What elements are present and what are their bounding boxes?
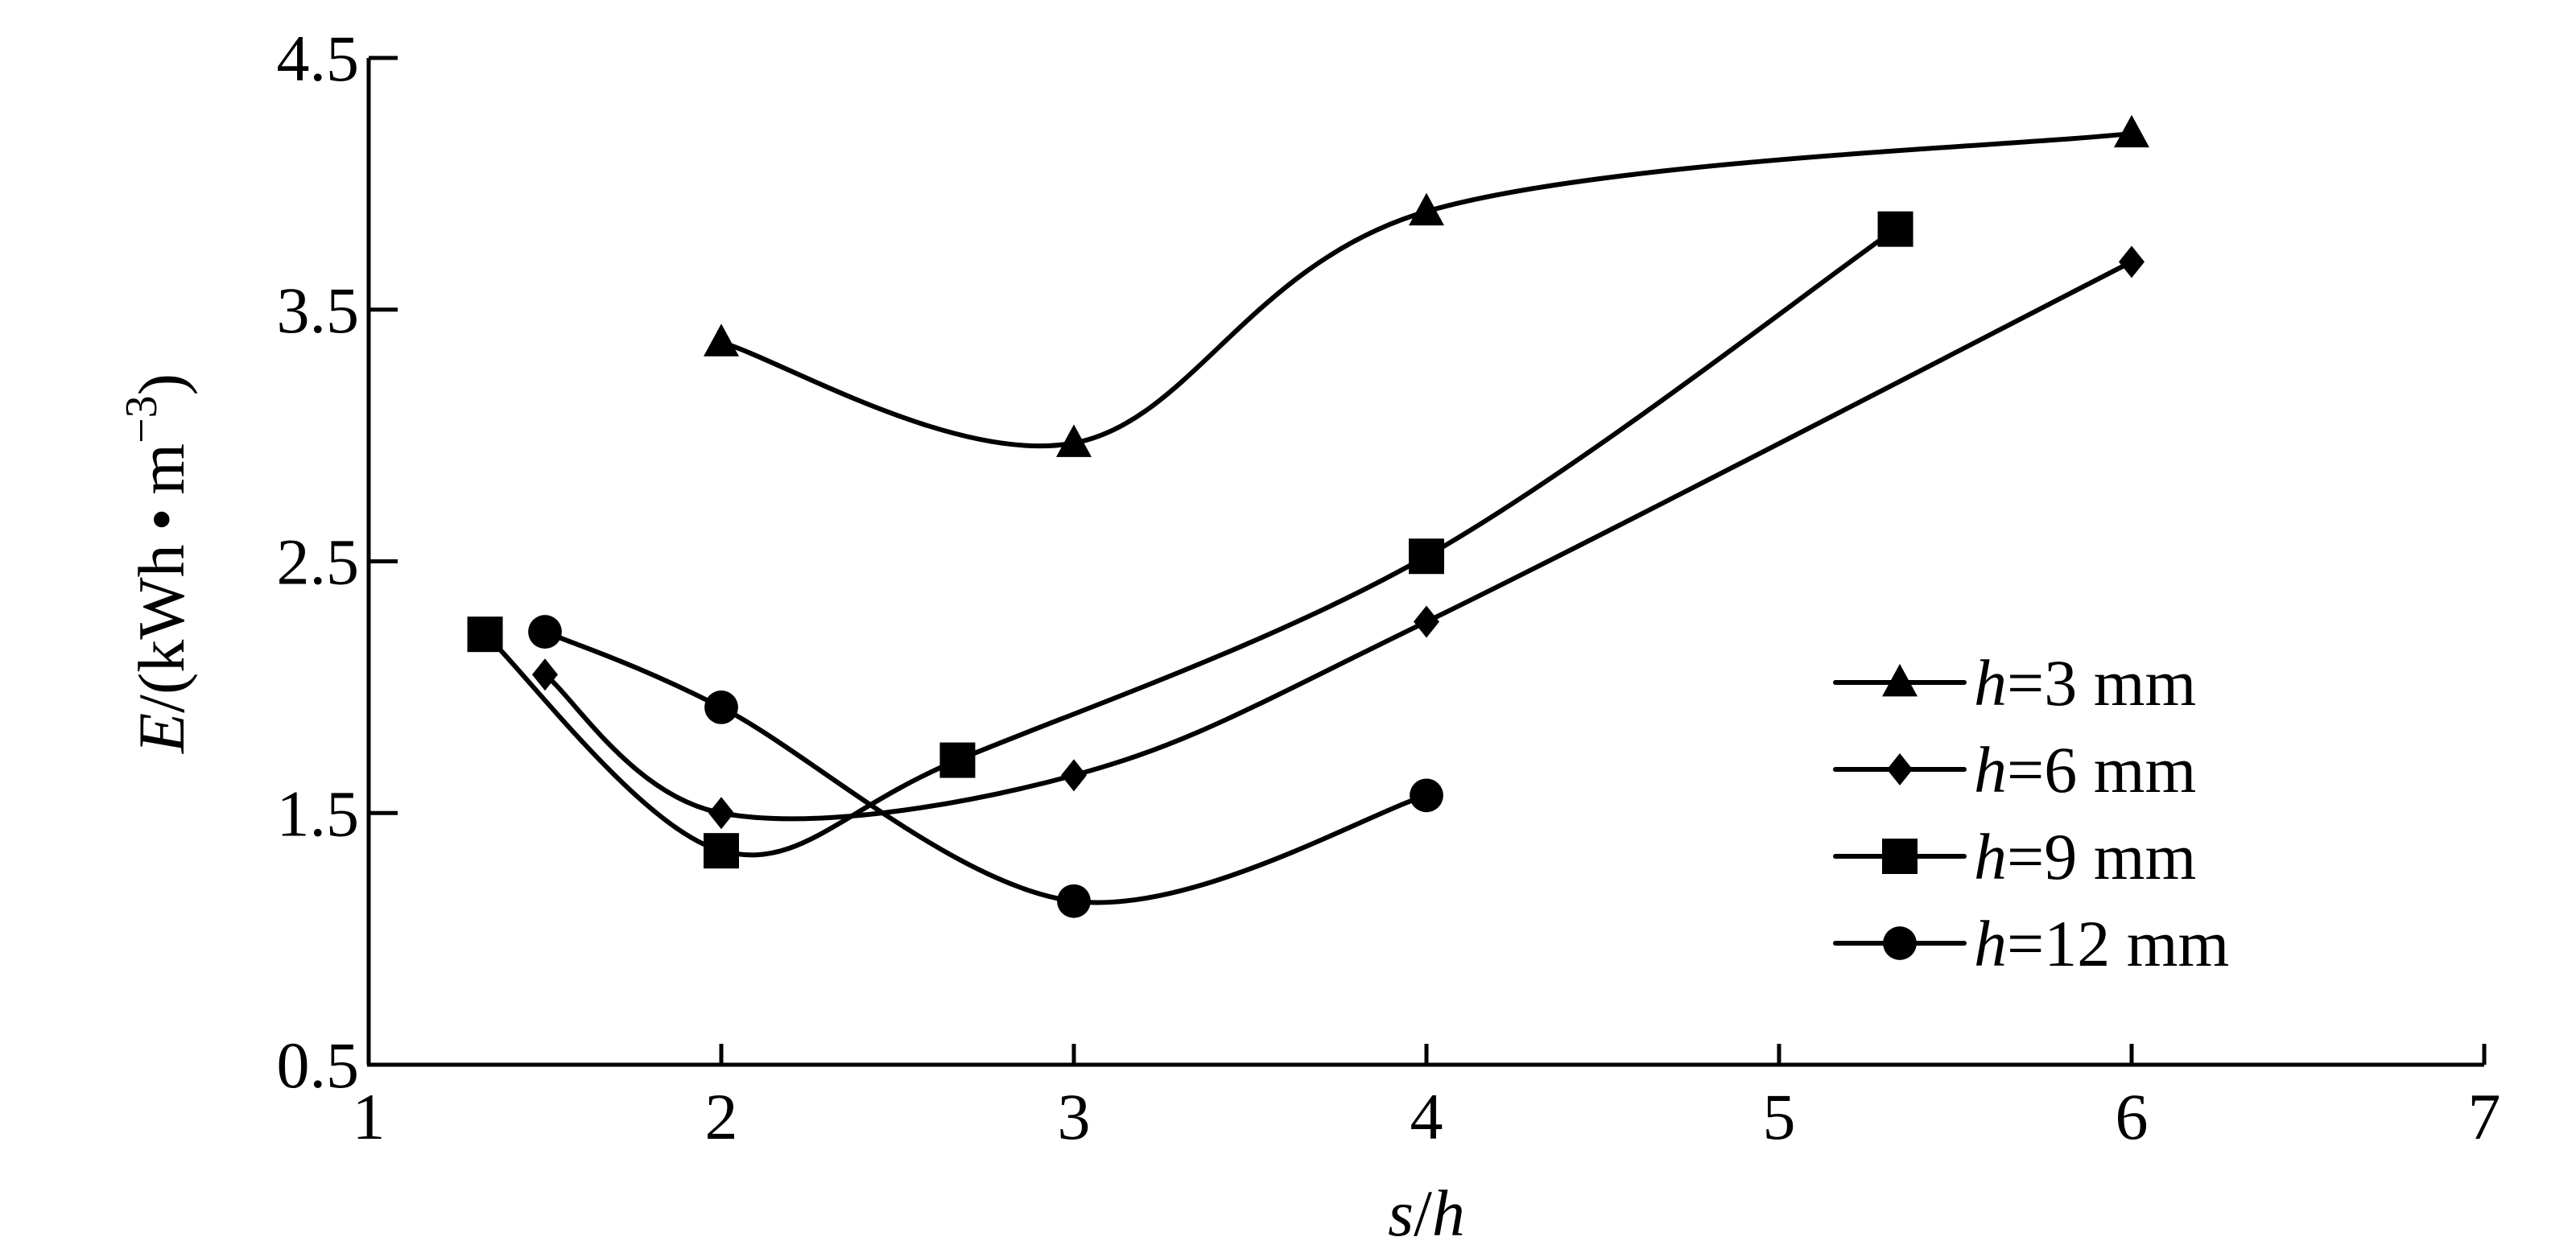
legend-marker-1 [1882,663,1918,697]
data-point-1 [1056,424,1092,457]
y-axis-title: E/(kWh • m−3) [117,373,198,754]
legend-marker-3 [1882,839,1918,874]
x-tick-label: 2 [705,1080,738,1153]
legend: h=3 mm h=6 mm h=9 mm h=12 mm [1833,646,2229,980]
data-point-1 [2114,114,2149,148]
y-tick-label: 0.5 [277,1029,360,1102]
x-tick-label: 1 [353,1080,386,1153]
data-point-1 [704,324,739,357]
data-point-4 [1410,778,1443,813]
y-tick-label: 2.5 [277,526,360,599]
series-line-2 [543,259,2134,822]
data-point-3 [704,833,739,869]
x-tick-label: 7 [2468,1080,2501,1153]
data-point-4 [1057,884,1091,918]
data-point-2 [708,797,734,830]
x-tick-label: 3 [1058,1080,1091,1153]
data-point-2 [1061,759,1087,792]
series-line-4 [543,629,1429,905]
data-point-2 [1414,605,1439,638]
data-point-1 [1409,192,1444,226]
y-tick-label: 1.5 [277,777,360,850]
x-axis-title: s/h [1388,1177,1465,1245]
legend-marker-4 [1883,926,1917,960]
x-tick-label: 5 [1763,1080,1796,1153]
data-point-2 [2119,245,2145,278]
data-point-3 [939,742,976,778]
series-line-3 [482,226,1898,858]
data-point-4 [528,615,562,649]
legend-marker-2 [1887,753,1913,785]
x-tick-label: 6 [2116,1080,2149,1153]
x-tick-label: 4 [1410,1080,1443,1153]
data-point-4 [704,690,738,724]
x-ticks: 1 2 3 4 5 6 7 [353,1044,2501,1153]
data-point-3 [1877,211,1913,247]
legend-label-2: h=6 mm [1974,733,2196,806]
y-tick-label: 3.5 [277,274,360,347]
legend-label-1: h=3 mm [1974,646,2196,719]
series-layer [482,130,2134,905]
legend-label-3: h=9 mm [1974,820,2196,893]
data-point-2 [532,658,558,691]
data-point-3 [467,616,503,653]
marker-layer [467,114,2149,918]
series-line-1 [719,130,2134,449]
y-ticks: 0.5 1.5 2.5 3.5 4.5 [277,22,398,1102]
legend-label-4: h=12 mm [1974,907,2229,980]
data-point-3 [1409,538,1444,575]
y-tick-label: 4.5 [277,22,360,95]
